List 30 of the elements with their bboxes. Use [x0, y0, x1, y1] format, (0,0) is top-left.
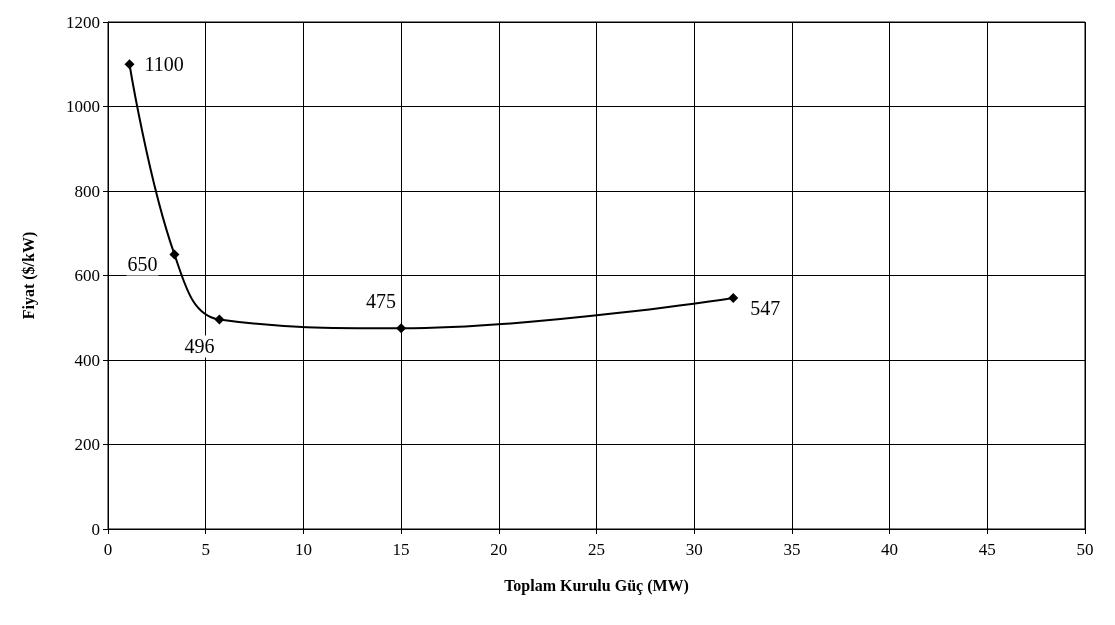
data-label: 475 — [366, 290, 397, 313]
x-tick-label: 15 — [392, 540, 410, 559]
y-tick-label: 200 — [74, 435, 100, 454]
x-tick-label: 50 — [1076, 540, 1094, 559]
data-label: 496 — [184, 335, 215, 358]
data-label: 650 — [127, 253, 158, 276]
x-tick-label: 35 — [783, 540, 801, 559]
point — [169, 249, 180, 260]
y-tick-label: 1000 — [66, 97, 100, 116]
x-tick-label: 10 — [294, 540, 312, 559]
data-label: 1100 — [144, 53, 184, 76]
point — [124, 59, 135, 70]
y-tick-label: 0 — [91, 519, 100, 539]
y-tick-label: 1200 — [66, 12, 100, 32]
x-tick-label: 0 — [103, 540, 113, 559]
x-tick-label: 25 — [588, 540, 605, 559]
y-tick-label: 600 — [74, 266, 100, 285]
y-axis-title: Fiyat ($/kW) — [19, 231, 38, 320]
y-tick-label: 800 — [74, 181, 100, 201]
x-axis-title: Toplam Kurulu Güç (MW) — [504, 576, 689, 595]
point — [728, 292, 739, 303]
data-label: 547 — [750, 296, 781, 319]
x-tick-label: 5 — [201, 540, 210, 559]
point — [214, 314, 225, 325]
x-tick-label: 40 — [881, 540, 899, 559]
point — [396, 323, 407, 334]
x-tick-label: 20 — [490, 540, 508, 559]
x-tick-label: 45 — [978, 540, 996, 559]
y-tick-label: 400 — [74, 350, 100, 370]
x-tick-label: 30 — [685, 540, 703, 559]
